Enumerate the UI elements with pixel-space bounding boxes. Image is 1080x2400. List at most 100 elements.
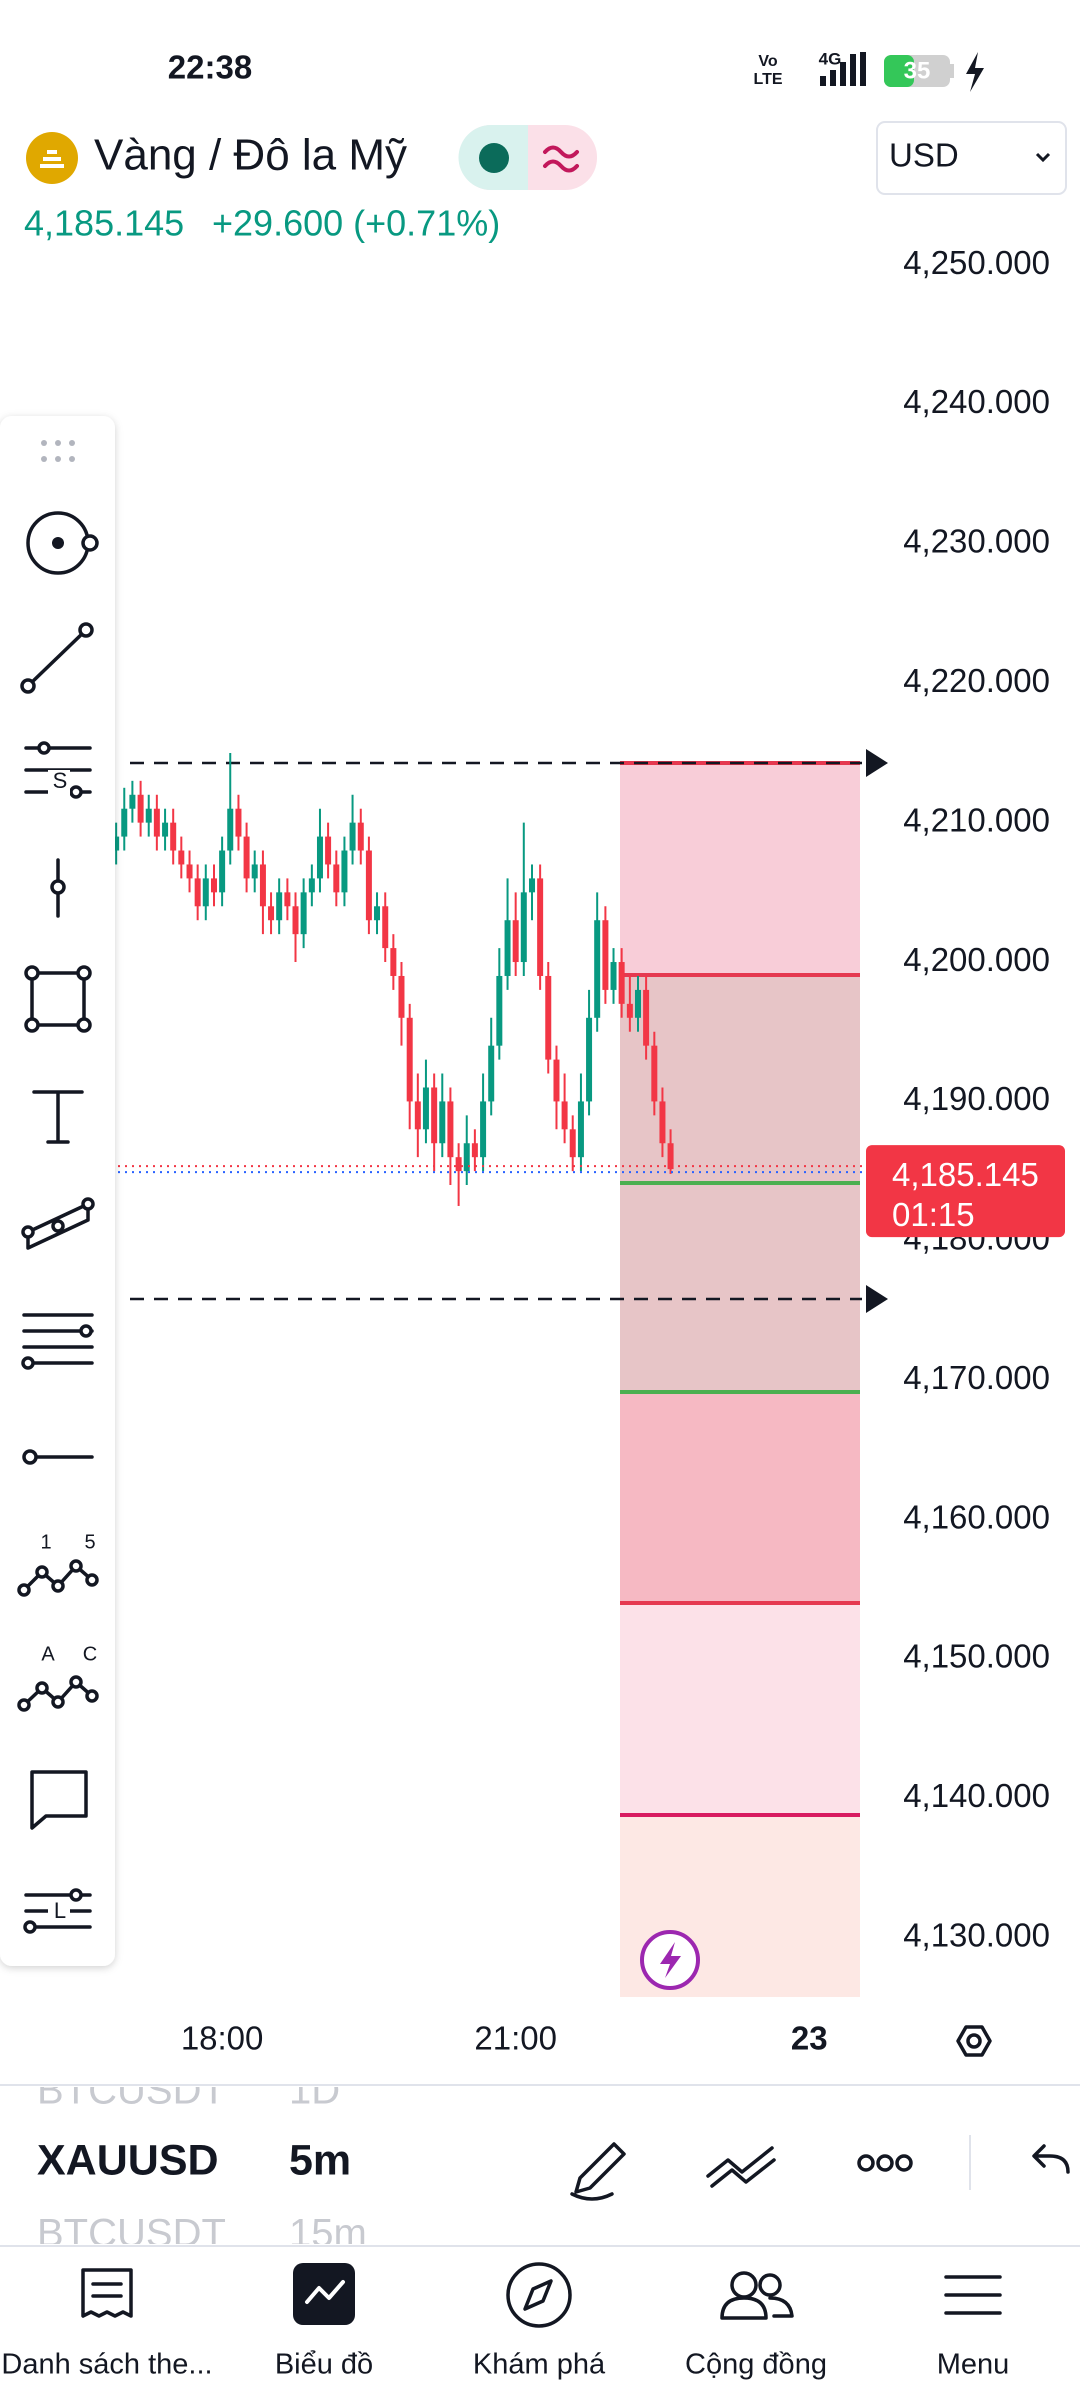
nav-icon-community-part[interactable] (730, 2271, 758, 2299)
more-button-part[interactable] (895, 2154, 913, 2172)
nav-icon-watchlist-part[interactable] (81, 2268, 133, 2318)
tool-lines-part[interactable] (21, 1356, 35, 1370)
tool-abcd-part[interactable] (85, 1689, 99, 1703)
tool-abcd-part[interactable] (51, 1695, 65, 1709)
tool-lines[interactable] (21, 1313, 94, 1370)
tool-elliott-part[interactable] (17, 1583, 31, 1597)
tool-abcd-part[interactable] (17, 1698, 31, 1712)
interval[interactable]: 1D (289, 2069, 340, 2113)
tool-channel-part[interactable] (21, 1225, 35, 1239)
nav-label[interactable]: Danh sách the... (1, 2349, 212, 2381)
tool-elliott-part[interactable] (51, 1579, 65, 1593)
nav-icon-chart-part[interactable] (305, 2280, 345, 2304)
tool-shape-part[interactable] (24, 965, 40, 981)
nav-icon-explore-part[interactable] (523, 2279, 553, 2311)
drag-handle-part[interactable] (69, 440, 75, 446)
nav-label[interactable]: Khám phá (473, 2349, 606, 2381)
nav-icon-explore-part[interactable] (506, 2262, 572, 2328)
draw-button[interactable] (570, 2142, 626, 2201)
drag-handle-part[interactable] (41, 456, 47, 462)
chart-settings[interactable] (956, 2025, 992, 2057)
tool-cursor-part[interactable] (81, 534, 99, 552)
tool-fib-part[interactable] (69, 785, 83, 799)
tool-channel-part[interactable] (51, 1219, 65, 1233)
tool-pattern-part[interactable] (50, 879, 66, 895)
tool-shape-part[interactable] (24, 1017, 40, 1033)
tool-elliott-part[interactable] (35, 1565, 49, 1579)
tool-callout-part[interactable] (30, 1770, 88, 1830)
undo-button[interactable] (1032, 2144, 1070, 2174)
chart-settings-part[interactable] (956, 2025, 992, 2057)
alert-button[interactable] (640, 1930, 700, 1990)
interval[interactable]: 5m (289, 2136, 351, 2184)
indicators-button[interactable] (706, 2146, 776, 2188)
tool-shape-part[interactable] (76, 1017, 92, 1033)
currency[interactable]: USD (889, 137, 959, 174)
tool-ray-part[interactable] (22, 1449, 38, 1465)
nav-icon-menu-part[interactable] (944, 2275, 1002, 2315)
currency-select-part[interactable] (1035, 152, 1051, 163)
nav-label[interactable]: Cộng đồng (685, 2349, 827, 2381)
tool-callout[interactable] (30, 1770, 88, 1830)
status-toggle-part[interactable] (479, 143, 509, 173)
tool-text-part[interactable] (32, 1090, 84, 1144)
drag-handle-part[interactable] (55, 440, 61, 446)
tool-abcd-part[interactable] (69, 1675, 83, 1689)
tool-shape-part[interactable] (30, 971, 86, 1027)
nav-icon-community[interactable] (720, 2271, 794, 2320)
tool-lines-part[interactable] (22, 1313, 94, 1365)
tool-abcd[interactable] (17, 1675, 99, 1712)
nav-icon-community-part[interactable] (720, 2296, 794, 2320)
drag-handle[interactable] (41, 440, 75, 462)
tool-cursor[interactable] (26, 511, 99, 575)
tool-long-part[interactable] (69, 1888, 83, 1902)
more-button[interactable] (857, 2154, 913, 2172)
interval[interactable]: 15m (289, 2212, 367, 2256)
drag-handle-part[interactable] (69, 456, 75, 462)
nav-icon-community-part[interactable] (758, 2273, 782, 2297)
symbol[interactable]: BTCUSDT (37, 2212, 226, 2256)
nav-icon-explore[interactable] (506, 2262, 572, 2328)
tool-fib-part[interactable] (37, 741, 51, 755)
tool-pattern[interactable] (50, 858, 66, 918)
symbol[interactable]: XAUUSD (37, 2136, 219, 2184)
tool-elliott-part[interactable] (85, 1573, 99, 1587)
tool-elliott-part[interactable] (69, 1559, 83, 1573)
chart-settings-part[interactable] (966, 2033, 982, 2049)
tool-fib-part[interactable] (48, 770, 70, 800)
tool-trendline[interactable] (20, 622, 94, 694)
currency-select-part[interactable] (876, 121, 1067, 195)
more-button-part[interactable] (857, 2154, 875, 2172)
drag-handle-part[interactable] (55, 456, 61, 462)
tool-long-part[interactable] (23, 1920, 37, 1934)
tool-lines-part[interactable] (79, 1324, 93, 1338)
tool-shape[interactable] (24, 965, 92, 1033)
tool-channel-part[interactable] (81, 1197, 95, 1211)
alert-button-part[interactable] (660, 1942, 681, 1978)
tool-shape-part[interactable] (76, 965, 92, 981)
status-toggle[interactable] (458, 125, 598, 190)
tool-fib[interactable] (24, 741, 92, 800)
nav-icon-chart[interactable] (293, 2263, 355, 2325)
drag-handle-part[interactable] (41, 440, 47, 446)
tool-trendline-part[interactable] (20, 678, 36, 694)
tool-long[interactable] (23, 1888, 92, 1934)
status-toggle-part[interactable] (543, 145, 579, 173)
symbol[interactable]: BTCUSDT (37, 2069, 226, 2113)
tool-trendline-part[interactable] (78, 622, 94, 638)
tool-long-part[interactable] (48, 1899, 70, 1925)
nav-label[interactable]: Menu (937, 2349, 1010, 2381)
tool-channel[interactable] (21, 1197, 95, 1250)
more-button-part[interactable] (876, 2154, 894, 2172)
indicators-button-part[interactable] (706, 2146, 776, 2188)
tool-elliott[interactable] (17, 1559, 99, 1597)
nav-icon-menu[interactable] (944, 2275, 1002, 2315)
tool-cursor-part[interactable] (52, 537, 64, 549)
tool-trendline-part[interactable] (28, 630, 86, 686)
tool-text[interactable] (32, 1090, 84, 1144)
undo-button-part[interactable] (1032, 2144, 1070, 2174)
currency-select[interactable]: USD (876, 121, 1067, 195)
tool-ray[interactable] (22, 1449, 94, 1465)
draw-button-part[interactable] (570, 2142, 626, 2201)
tool-abcd-part[interactable] (35, 1681, 49, 1695)
